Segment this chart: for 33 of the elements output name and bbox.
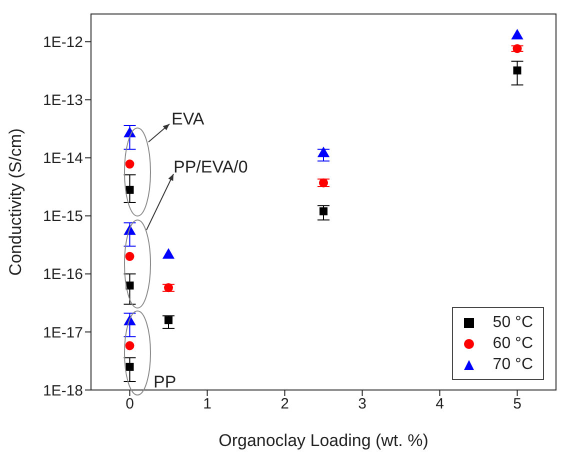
annotation: PP/EVA/0 <box>174 157 248 176</box>
x-tick-label: 5 <box>513 396 522 413</box>
legend-label: 70 °C <box>492 355 533 375</box>
x-tick-label: 1 <box>203 396 212 413</box>
y-tick-label: 1E-14 <box>42 150 83 168</box>
x-tick-label: 3 <box>358 396 366 413</box>
y-tick-label: 1E-17 <box>42 324 83 342</box>
x-tick-label: 2 <box>280 396 289 413</box>
point <box>125 341 134 350</box>
point <box>513 66 522 74</box>
point <box>511 28 524 40</box>
y-tick-label: 1E-18 <box>42 382 83 400</box>
x-tick-label: 0 <box>126 396 134 413</box>
point <box>126 186 134 194</box>
annotation: PP <box>154 372 176 392</box>
point <box>125 252 134 261</box>
point <box>164 316 172 324</box>
y-tick-label: 1E-16 <box>42 266 83 284</box>
annotation: EVA <box>172 109 205 128</box>
y-tick-label: 1E-15 <box>42 208 83 226</box>
point <box>126 362 134 371</box>
y-tick-label: 1E-13 <box>42 92 83 110</box>
point <box>125 160 134 169</box>
y-tick-label: 1E-12 <box>42 34 83 52</box>
point <box>126 282 134 290</box>
y-axis-title: Conductivity (S/cm) <box>6 128 26 276</box>
point <box>512 44 522 54</box>
x-axis-title: Organoclay Loading (wt. %) <box>218 431 428 450</box>
legend-label: 60 °C <box>492 334 533 354</box>
x-tick-label: 4 <box>436 396 444 413</box>
point <box>317 146 330 158</box>
legend-label: 50 °C <box>492 313 533 333</box>
point <box>320 207 328 216</box>
